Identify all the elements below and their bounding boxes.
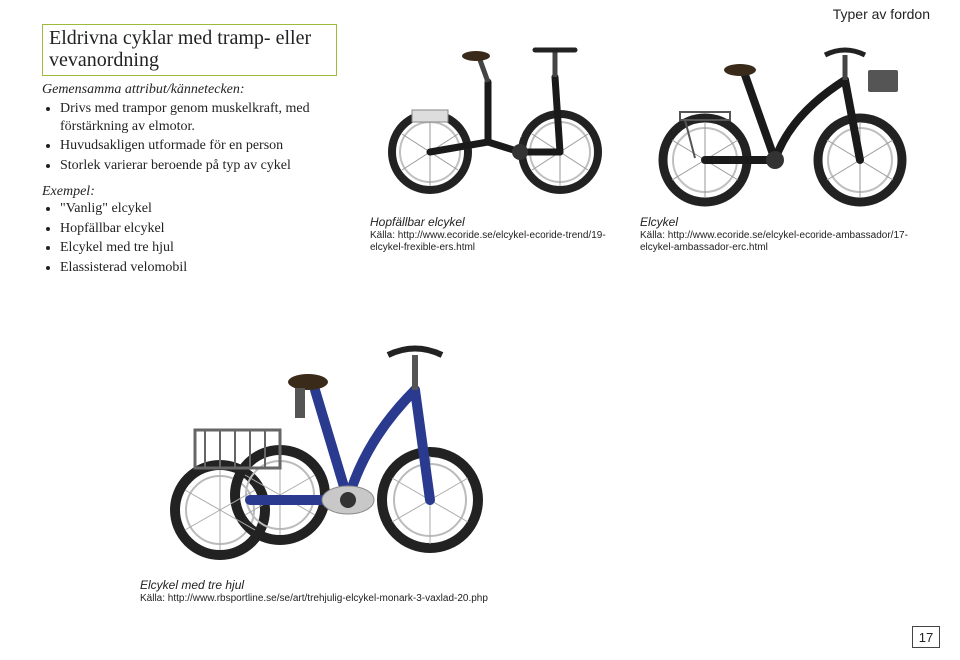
caption-tricycle: Elcykel med tre hjul Källa: http://www.r… [140, 578, 500, 605]
list-item: Elcykel med tre hjul [60, 239, 337, 257]
attributes-list: Drivs med trampor genom muskelkraft, med… [42, 100, 337, 174]
caption-title: Hopfällbar elcykel [370, 215, 630, 229]
caption-folding: Hopfällbar elcykel Källa: http://www.eco… [370, 215, 630, 254]
title-box: Eldrivna cyklar med tramp- eller vevanor… [42, 24, 337, 76]
list-item: Hopfällbar elcykel [60, 220, 337, 238]
caption-standard: Elcykel Källa: http://www.ecoride.se/elc… [640, 215, 930, 254]
bike-standard-icon [640, 20, 930, 210]
image-folding-ebike: EcoRide [370, 22, 620, 202]
svg-text:EcoRide: EcoRide [492, 130, 523, 139]
attributes-label: Gemensamma attribut/kännetecken: [42, 82, 337, 98]
caption-source: Källa: http://www.ecoride.se/elcykel-eco… [370, 230, 630, 254]
image-tricycle [140, 310, 510, 570]
list-item: Elassisterad velomobil [60, 259, 337, 277]
caption-source: Källa: http://www.rbsportline.se/se/art/… [140, 593, 500, 605]
page-title: Eldrivna cyklar med tramp- eller vevanor… [49, 27, 330, 71]
caption-source: Källa: http://www.ecoride.se/elcykel-eco… [640, 230, 930, 254]
caption-title: Elcykel [640, 215, 930, 229]
bike-tricycle-icon [140, 310, 510, 570]
image-regular-ebike [640, 20, 930, 210]
page-number: 17 [912, 626, 940, 648]
examples-list: "Vanlig" elcykel Hopfällbar elcykel Elcy… [42, 200, 337, 276]
list-item: "Vanlig" elcykel [60, 200, 337, 218]
list-item: Storlek varierar beroende på typ av cyke… [60, 157, 337, 175]
list-item: Huvudsakligen utformade för en person [60, 137, 337, 155]
list-item: Drivs med trampor genom muskelkraft, med… [60, 100, 337, 135]
examples-label: Exempel: [42, 184, 337, 200]
text-column: Eldrivna cyklar med tramp- eller vevanor… [42, 24, 337, 286]
caption-title: Elcykel med tre hjul [140, 578, 500, 592]
bike-folding-icon: EcoRide [370, 22, 620, 202]
